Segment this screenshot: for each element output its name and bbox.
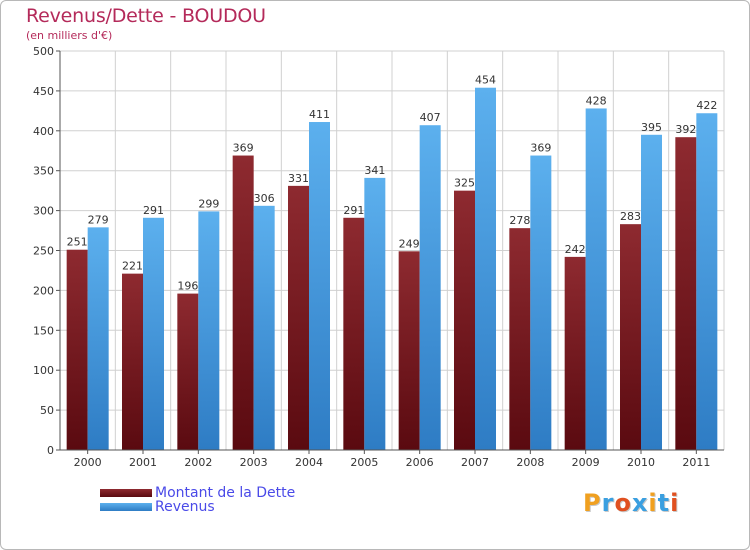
bars: [66, 87, 718, 451]
x-tick-label: 2007: [461, 456, 489, 469]
x-tick-label: 2001: [129, 456, 157, 469]
x-tick-label: 2008: [516, 456, 544, 469]
x-tick-label: 2010: [627, 456, 655, 469]
data-label-revenus: 428: [586, 94, 607, 107]
bar-revenus: [530, 155, 552, 450]
bar-revenus: [419, 125, 441, 451]
bar-dette: [675, 137, 697, 450]
data-label-revenus: 395: [641, 121, 662, 134]
data-label-revenus: 341: [364, 164, 385, 177]
data-label-revenus: 411: [309, 108, 330, 121]
y-tick-label: 450: [33, 85, 54, 98]
legend-swatch-revenus: [100, 503, 152, 511]
bar-dette: [66, 249, 88, 450]
y-tick-label: 0: [47, 444, 54, 457]
bar-dette: [343, 217, 365, 450]
y-tick-label: 350: [33, 165, 54, 178]
y-tick-label: 250: [33, 245, 54, 258]
logo-letter: r: [601, 489, 615, 517]
bar-revenus: [641, 134, 662, 451]
logo-letter: x: [631, 489, 649, 517]
logo-letter: t: [657, 489, 671, 517]
y-tick-label: 500: [33, 45, 54, 58]
data-label-revenus: 279: [88, 213, 109, 226]
chart-subtitle: (en milliers d'€): [26, 29, 113, 42]
proxiti-logo: Proxiti: [583, 489, 679, 517]
data-label-dette: 291: [343, 204, 364, 217]
bar-dette: [620, 224, 641, 450]
x-tick-label: 2003: [240, 456, 268, 469]
y-tick-label: 200: [33, 284, 54, 297]
bar-dette: [398, 251, 420, 450]
bar-revenus: [475, 87, 496, 450]
bar-revenus: [696, 113, 718, 450]
bar-dette: [232, 155, 254, 450]
x-tick-label: 2006: [406, 456, 434, 469]
data-label-dette: 221: [122, 260, 143, 273]
data-label-revenus: 422: [696, 99, 717, 112]
y-tick-label: 50: [40, 404, 54, 417]
y-tick-label: 300: [33, 205, 54, 218]
data-label-revenus: 306: [254, 192, 275, 205]
data-label-dette: 242: [565, 243, 586, 256]
bar-dette: [288, 185, 309, 450]
logo-letter: o: [614, 489, 632, 517]
bar-dette: [454, 190, 475, 450]
data-label-dette: 283: [620, 210, 641, 223]
grid: [59, 50, 725, 451]
bar-dette: [564, 256, 586, 450]
data-label-revenus: 299: [198, 197, 219, 210]
logo-letter: i: [648, 489, 658, 517]
x-tick-label: 2009: [572, 456, 600, 469]
y-tick-label: 150: [33, 324, 54, 337]
bar-dette: [122, 273, 143, 450]
legend-label-dette: Montant de la Dette: [155, 485, 296, 501]
data-label-dette: 325: [454, 177, 475, 190]
data-label-revenus: 369: [530, 142, 551, 155]
axes: 0 50 100 150 200 250 300 350 400 450 500 2000 2001 20…: [33, 45, 724, 469]
bar-revenus: [253, 205, 275, 450]
legend-swatch-dette: [100, 489, 152, 497]
legend-label-revenus: Revenus: [155, 499, 215, 515]
data-label-revenus: 291: [143, 204, 164, 217]
bar-revenus: [87, 227, 109, 450]
logo-letter: i: [670, 489, 680, 517]
data-label-dette: 251: [67, 236, 88, 249]
bar-revenus: [364, 177, 386, 450]
y-tick-label: 400: [33, 125, 54, 138]
bar-revenus: [143, 217, 164, 450]
data-label-dette: 249: [399, 237, 420, 250]
data-label-dette: 331: [288, 172, 309, 185]
data-label-dette: 392: [675, 123, 696, 136]
x-tick-label: 2004: [295, 456, 323, 469]
x-tick-label: 2002: [184, 456, 212, 469]
x-tick-label: 2005: [350, 456, 378, 469]
data-label-revenus: 407: [420, 111, 441, 124]
x-tick-label: 2000: [74, 456, 102, 469]
bar-revenus: [309, 122, 330, 450]
bar-dette: [509, 228, 531, 450]
bar-dette: [177, 293, 199, 450]
bar-revenus: [198, 211, 220, 450]
data-label-dette: 278: [509, 214, 530, 227]
x-tick-label: 2011: [682, 456, 710, 469]
bar-revenus: [585, 108, 607, 451]
data-label-revenus: 454: [475, 74, 496, 87]
data-label-dette: 369: [233, 142, 254, 155]
chart-title: Revenus/Dette - BOUDOU: [26, 5, 266, 27]
logo-letter: P: [583, 489, 602, 517]
data-label-dette: 196: [177, 280, 198, 293]
y-tick-label: 100: [33, 364, 54, 377]
